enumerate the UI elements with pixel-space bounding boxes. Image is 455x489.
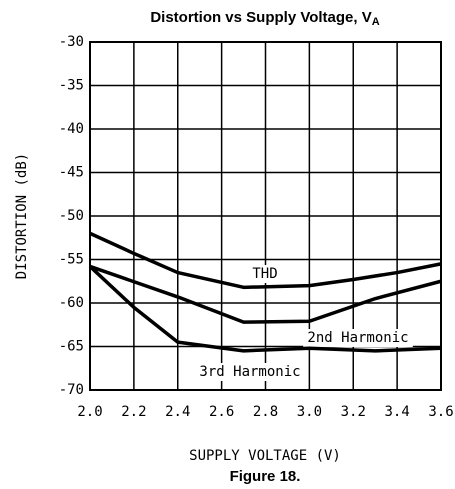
plot-frame xyxy=(89,41,442,391)
series-label: 3rd Harmonic xyxy=(199,364,300,380)
series-line xyxy=(89,264,442,324)
x-tick-label: 2.8 xyxy=(253,404,278,420)
series-label-bg xyxy=(195,363,305,381)
x-tick-label: 3.6 xyxy=(428,404,453,420)
series-line xyxy=(88,265,442,353)
chart-title: Distortion vs Supply Voltage, VA xyxy=(150,9,379,28)
series-label: THD xyxy=(252,266,277,282)
x-axis-label: SUPPLY VOLTAGE (V) xyxy=(189,448,341,464)
series-line xyxy=(89,231,442,290)
y-tick-label: -45 xyxy=(59,165,84,181)
y-tick-label: -70 xyxy=(59,382,84,398)
title-subscript: A xyxy=(372,16,380,28)
y-tick-label: -40 xyxy=(59,121,84,137)
series-label: 2nd Harmonic xyxy=(307,330,408,346)
caption: Figure 18. xyxy=(230,468,301,485)
y-tick-label: -50 xyxy=(59,208,84,224)
y-tick-label: -35 xyxy=(59,78,84,94)
title-main: Distortion vs Supply Voltage, V xyxy=(150,9,371,26)
x-tick-label: 2.2 xyxy=(121,404,146,420)
y-tick-label: -65 xyxy=(59,339,84,355)
x-tick-label: 2.6 xyxy=(209,404,234,420)
x-tick-label: 3.2 xyxy=(341,404,366,420)
y-tick-label: -60 xyxy=(59,295,84,311)
x-tick-label: 3.0 xyxy=(297,404,322,420)
y-tick-label: -55 xyxy=(59,252,84,268)
x-tick-label: 2.0 xyxy=(77,404,102,420)
x-tick-label: 3.4 xyxy=(384,404,409,420)
y-tick-label: -30 xyxy=(59,34,84,50)
series-label-bg xyxy=(249,265,281,283)
x-tick-label: 2.4 xyxy=(165,404,190,420)
y-axis-label: DISTORTION (dB) xyxy=(14,153,30,279)
series-label-bg xyxy=(303,329,413,347)
